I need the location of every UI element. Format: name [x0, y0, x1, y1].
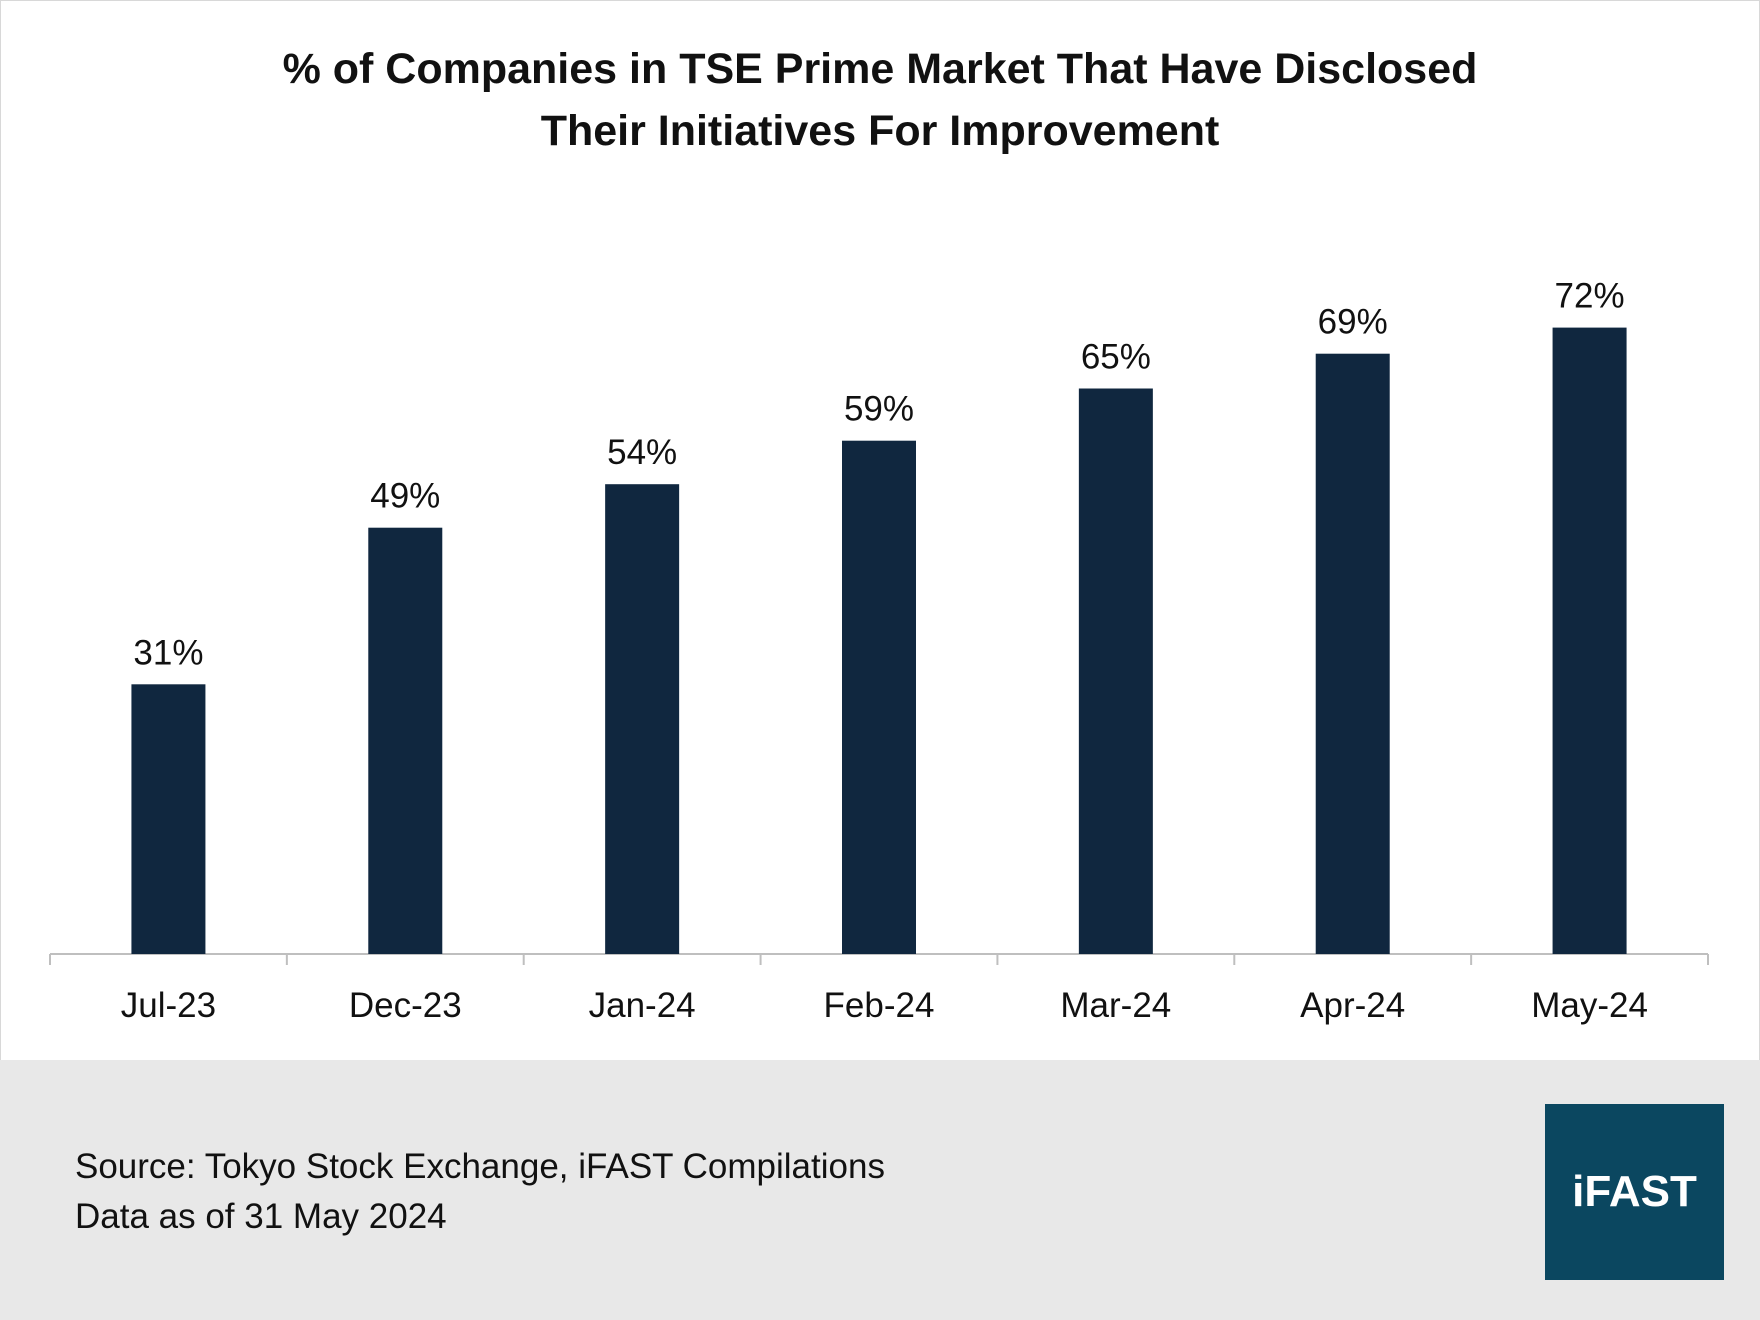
ifast-logo: iFAST — [1545, 1104, 1724, 1280]
x-tick-label: Mar-24 — [1060, 986, 1171, 1025]
bar-chart: 31% Jul-23 49% Dec-23 54% Jan-24 59% Feb-24 65% M… — [49, 277, 1709, 1025]
data-label: 72% — [1555, 277, 1625, 316]
x-tick-label: Jul-23 — [121, 986, 216, 1025]
bar-jul-23 — [131, 684, 206, 954]
data-label: 49% — [370, 477, 440, 516]
x-tick-label: Jan-24 — [589, 986, 696, 1025]
bar-apr-24 — [1315, 353, 1390, 954]
bar-jan-24 — [605, 484, 680, 954]
bar-mar-24 — [1078, 388, 1153, 954]
title-line-2: Their Initiatives For Improvement — [540, 107, 1220, 155]
title-line-1: % of Companies in TSE Prime Market That … — [282, 45, 1478, 93]
x-tick-label: Apr-24 — [1300, 986, 1405, 1025]
x-tick-label: May-24 — [1531, 986, 1648, 1025]
chart-title: % of Companies in TSE Prime Market That … — [0, 38, 1760, 162]
data-label: 31% — [133, 633, 203, 672]
data-label: 54% — [607, 433, 677, 472]
footer — [0, 1060, 1760, 1320]
x-tick-label: Dec-23 — [349, 986, 462, 1025]
data-label: 59% — [844, 390, 914, 429]
bar-dec-23 — [368, 527, 443, 954]
data-date-text: Data as of 31 May 2024 — [75, 1197, 447, 1236]
source-text: Source: Tokyo Stock Exchange, iFAST Comp… — [75, 1147, 885, 1186]
data-label: 65% — [1081, 338, 1151, 377]
logo-text: iFAST — [1572, 1167, 1697, 1216]
bar-may-24 — [1552, 327, 1627, 955]
source-note: Source: Tokyo Stock Exchange, iFAST Comp… — [75, 1142, 885, 1242]
data-label: 69% — [1318, 303, 1388, 342]
x-tick-label: Feb-24 — [824, 986, 935, 1025]
bar-feb-24 — [842, 440, 916, 954]
